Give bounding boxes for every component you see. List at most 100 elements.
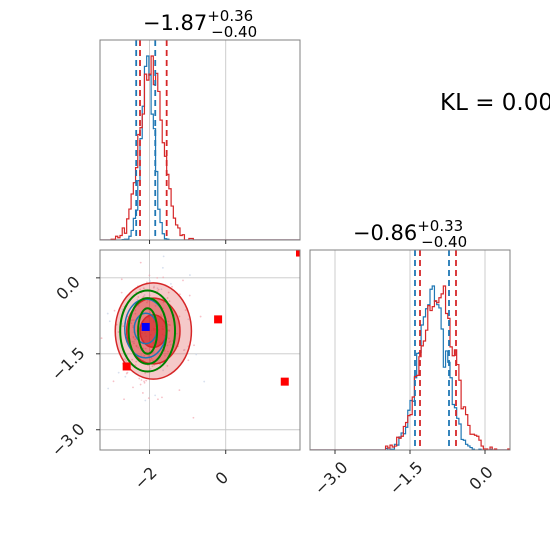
sample-point xyxy=(149,280,151,283)
sample-point xyxy=(154,304,157,307)
sample-point xyxy=(167,320,170,323)
sample-point xyxy=(162,276,165,279)
sample-point xyxy=(156,290,159,293)
sample-point xyxy=(125,360,127,362)
sample-point xyxy=(168,337,170,340)
sample-point xyxy=(161,396,163,399)
tick-label-x-0: −3.0 xyxy=(311,458,352,499)
sample-point xyxy=(182,279,184,282)
sample-point xyxy=(135,345,138,348)
sample-point xyxy=(166,297,169,299)
sample-point xyxy=(193,344,195,347)
sample-point xyxy=(184,309,187,312)
sample-point xyxy=(141,392,144,394)
sample-point xyxy=(108,320,111,323)
marker-4 xyxy=(122,362,131,371)
histogram-series-0 xyxy=(310,285,510,450)
sample-point xyxy=(145,379,148,382)
histogram-series-0 xyxy=(100,55,300,240)
sample-point xyxy=(199,315,202,318)
frame-top-left xyxy=(99,39,301,241)
tick-label-y-1: −1.5 xyxy=(48,343,89,384)
sample-point xyxy=(139,261,142,264)
sample-point xyxy=(120,278,123,281)
sample-point xyxy=(122,325,125,328)
sample-point xyxy=(139,383,142,386)
sample-point xyxy=(142,347,145,350)
sample-point xyxy=(161,266,164,269)
sample-point xyxy=(148,274,151,277)
sample-point xyxy=(163,349,166,352)
contour-2-level-1 xyxy=(127,297,168,365)
sample-point xyxy=(112,380,115,383)
sample-point xyxy=(146,299,149,302)
sample-point xyxy=(189,274,191,276)
title-bottom-right-value: −0.86 xyxy=(353,221,417,245)
sample-point xyxy=(154,394,157,397)
sample-point xyxy=(169,343,172,346)
sample-point xyxy=(159,314,162,316)
sample-point xyxy=(136,298,139,301)
tick-label-x-2: 0.0 xyxy=(465,462,496,493)
sample-point xyxy=(192,416,195,419)
sample-point xyxy=(132,319,135,322)
sample-point xyxy=(170,282,172,285)
sample-point xyxy=(149,367,152,370)
sample-point xyxy=(130,322,133,325)
panel-bottom-right: −3.0 −1.5 0.0 −0.86+0.33 −0.40 xyxy=(309,217,511,499)
tick-label-x-1: −1.5 xyxy=(386,458,427,499)
grid-top-left xyxy=(149,40,227,240)
sample-point xyxy=(134,309,137,312)
sample-point xyxy=(120,291,123,294)
ticks-bottom-right: −3.0 −1.5 0.0 xyxy=(311,450,497,499)
sample-point xyxy=(156,287,159,290)
histograms-bottom-right xyxy=(310,285,510,450)
sample-point xyxy=(167,291,170,294)
sample-point xyxy=(133,340,135,343)
sample-point xyxy=(134,338,137,341)
sample-point xyxy=(157,398,159,401)
sample-point xyxy=(152,359,154,362)
sample-point xyxy=(149,361,152,363)
sample-point xyxy=(131,358,134,361)
sample-point xyxy=(187,318,190,321)
histograms-top-left xyxy=(100,55,300,240)
sample-point xyxy=(149,311,152,314)
sample-point xyxy=(134,312,137,315)
sample-point xyxy=(148,294,151,297)
contours xyxy=(114,282,193,380)
sample-point xyxy=(162,369,164,372)
sample-point xyxy=(162,301,165,304)
sample-point xyxy=(121,308,124,311)
title-bottom-right: −0.86+0.33 −0.40 xyxy=(353,217,467,251)
sample-point xyxy=(123,358,126,360)
sample-point xyxy=(138,377,141,380)
sample-point xyxy=(132,386,134,389)
sample-point xyxy=(168,300,171,303)
sample-point xyxy=(152,286,155,289)
tick-label-x-0: −2 xyxy=(131,463,161,493)
sample-point xyxy=(143,294,146,296)
tick-label-x-1: 0 xyxy=(212,468,233,489)
sample-point xyxy=(171,285,173,288)
marker-2 xyxy=(280,377,289,386)
ticks-top-left xyxy=(149,240,227,244)
sample-point xyxy=(132,324,135,327)
sample-point xyxy=(169,324,171,327)
markers xyxy=(122,250,300,386)
sample-point xyxy=(166,364,169,367)
sample-point xyxy=(187,359,190,362)
sample-point xyxy=(135,360,138,363)
marker-1 xyxy=(214,315,223,324)
title-bottom-right-sub: −0.40 xyxy=(421,233,467,251)
tick-label-y-2: −3.0 xyxy=(48,419,89,460)
sample-point xyxy=(148,310,151,312)
title-bottom-right-sup: +0.33 xyxy=(417,217,463,235)
tick-label-y-0: 0.0 xyxy=(52,272,83,303)
sample-point xyxy=(137,305,140,307)
sample-point xyxy=(148,300,151,303)
sample-point xyxy=(147,397,150,400)
sample-point xyxy=(144,399,147,402)
sample-point xyxy=(133,342,135,345)
sample-point xyxy=(157,288,160,291)
